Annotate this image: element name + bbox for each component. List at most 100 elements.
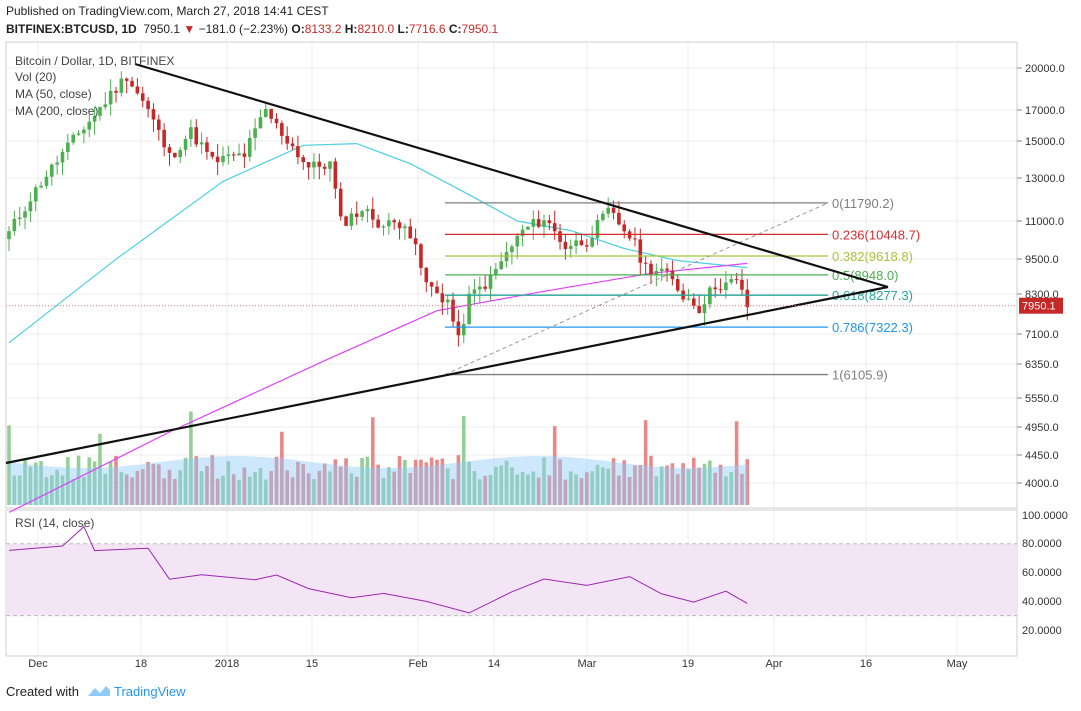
candle-body [579, 240, 584, 246]
volume-bar [499, 465, 503, 505]
indicator-ma200[interactable]: MA (200, close) [15, 104, 99, 118]
time-axis: Dec 18 2018 15 Feb 14 Mar 19 Apr 16 May [28, 658, 968, 670]
candle-body [713, 287, 717, 290]
volume-bar [403, 459, 407, 505]
triangle-lower-line [5, 285, 889, 465]
moving-averages [8, 142, 748, 513]
candle-body [290, 143, 295, 147]
volume-bar [157, 464, 161, 505]
volume-bar [194, 456, 199, 505]
candle-body [638, 239, 643, 263]
candle-body [510, 246, 514, 252]
high-label: H: [344, 22, 358, 36]
symbol-name[interactable]: BITFINEX:BTCUSD, 1D [6, 22, 137, 36]
volume-bar [365, 456, 370, 505]
volume-bar [520, 472, 525, 505]
volume-bar [675, 474, 680, 505]
candle-body [568, 245, 573, 249]
volume-bar [306, 473, 311, 505]
candle-body [328, 161, 332, 169]
price-tick-label: 9500.0 [1025, 254, 1059, 266]
price-tick-label: 4000.0 [1025, 478, 1059, 490]
time-tick-label: May [947, 658, 968, 670]
candle-body [322, 166, 327, 169]
candle-body [189, 127, 193, 140]
candle-body [531, 219, 536, 227]
volume-bar [643, 420, 648, 505]
last-price: 7950.1 [143, 22, 181, 36]
volume-bar [686, 469, 691, 505]
rsi-tick-label: 80.0000 [1022, 538, 1062, 550]
tradingview-link[interactable]: TradingView [114, 684, 186, 699]
price-tick-label: 13000.0 [1025, 173, 1065, 185]
volume-bar [713, 472, 717, 505]
main-pane-border [5, 41, 1018, 509]
rsi-band [6, 543, 1017, 617]
volume-bar [504, 460, 509, 505]
candles [7, 71, 750, 347]
volume-bar [633, 465, 637, 505]
volume-bar [60, 475, 65, 505]
volume-bar [317, 470, 322, 505]
current-price-label: 7950.1 [1022, 301, 1056, 313]
candle-body [558, 231, 562, 242]
candle-body [643, 262, 648, 264]
triangle-lines [5, 62, 889, 465]
volume-bar [338, 466, 343, 505]
candle-body [205, 142, 209, 152]
candle-body [285, 135, 289, 144]
volume-bar [199, 471, 204, 505]
volume-bar [419, 459, 423, 505]
candle-body [494, 269, 498, 275]
candle-body [44, 176, 49, 186]
candle-body [108, 90, 113, 105]
candle-body [280, 123, 284, 136]
time-tick-label: Mar [578, 658, 597, 670]
volume-bar [39, 461, 43, 505]
volume-bar [563, 479, 568, 505]
volume-bar [237, 479, 241, 505]
volume-bar [601, 467, 605, 505]
volume-bar [371, 417, 375, 505]
volume-bar [531, 471, 536, 505]
candle-body [39, 185, 43, 188]
volume-bar [440, 458, 445, 505]
tradingview-logo-icon [87, 686, 110, 696]
candle-body [114, 90, 118, 93]
indicator-ma50[interactable]: MA (50, close) [15, 87, 92, 101]
candle-body [296, 146, 300, 158]
candle-body [387, 220, 391, 227]
candle-body [371, 209, 375, 220]
price-tick-label: 6350.0 [1025, 359, 1059, 371]
change-value: −181.0 (−2.23%) [198, 22, 289, 36]
volume-bar [173, 478, 177, 505]
indicator-rsi[interactable]: RSI (14, close) [15, 516, 95, 530]
candle-body [456, 321, 461, 336]
volume-bar [649, 455, 653, 505]
volume-bar [55, 469, 59, 505]
volume-bar [215, 478, 220, 505]
published-note: Published on TradingView.com, March 27, … [6, 4, 329, 18]
time-tick-label: 2018 [215, 658, 239, 670]
volume-bar [574, 474, 578, 505]
volume-bar [552, 426, 557, 505]
candle-body [173, 152, 177, 158]
volume-bar [183, 457, 188, 505]
price-tick-label: 20000.0 [1025, 63, 1065, 75]
volume-bar [424, 462, 429, 505]
volume-bar [253, 472, 257, 505]
candle-body [633, 238, 637, 240]
candle-body [734, 279, 739, 281]
price-axis: 20000.0 17000.0 15000.0 13000.0 11000.0 9500.… [6, 63, 1068, 637]
candle-body [103, 104, 108, 108]
volume-bar [740, 473, 744, 505]
indicator-title[interactable]: Bitcoin / Dollar, 1D, BITFINEX [15, 54, 175, 68]
candle-body [231, 154, 236, 156]
candle-body [274, 118, 279, 124]
volume-bar [28, 466, 33, 505]
candle-body [408, 226, 413, 239]
indicator-vol[interactable]: Vol (20) [15, 70, 57, 84]
candle-body [649, 263, 653, 276]
candle-body [226, 154, 231, 156]
